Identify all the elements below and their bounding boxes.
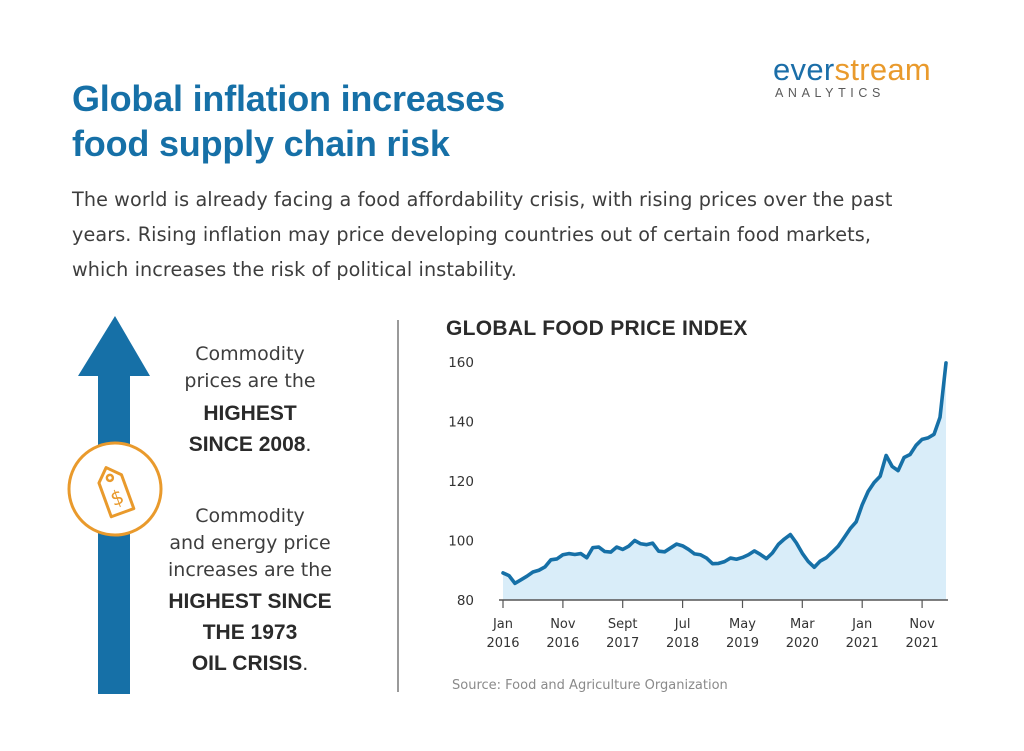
stat1-bold-2: SINCE 2008 xyxy=(188,433,306,456)
x-tick-label-month: May xyxy=(729,617,756,632)
x-tick-label-year: 2021 xyxy=(846,636,879,651)
logo-part-ever: ever xyxy=(773,52,835,87)
stat1-period: . xyxy=(305,433,312,456)
stat2-bold-3: OIL CRISIS xyxy=(191,652,303,675)
y-axis-ticks: 80 100 120 140 160 xyxy=(448,355,474,609)
x-tick-label-year: 2016 xyxy=(486,636,519,651)
stat2-line-2: and energy price xyxy=(169,532,331,554)
x-tick-label-year: 2016 xyxy=(546,636,579,651)
stat1-line-1: Commodity xyxy=(195,343,305,365)
everstream-logo: everstream ANALYTICS xyxy=(773,54,963,100)
stat2-period: . xyxy=(302,652,309,675)
stat1-bold-line: SINCE 2008. xyxy=(150,429,350,460)
y-tick-label: 140 xyxy=(448,415,474,431)
x-tick-label-month: Mar xyxy=(790,617,815,632)
x-tick-label-year: 2018 xyxy=(666,636,699,651)
stat2-line-3: increases are the xyxy=(168,559,332,581)
stat2-bold-2: THE 1973 xyxy=(202,621,298,644)
stat1-line-2: prices are the xyxy=(184,370,316,392)
x-tick-label-month: Jan xyxy=(492,617,513,632)
y-tick-label: 80 xyxy=(457,593,474,609)
x-tick-label-month: Sept xyxy=(608,617,638,632)
vertical-divider xyxy=(397,320,399,692)
logo-part-stream: stream xyxy=(834,52,932,87)
source-note: Source: Food and Agriculture Organizatio… xyxy=(452,678,728,693)
intro-paragraph: The world is already facing a food affor… xyxy=(72,188,893,281)
area-layer xyxy=(501,361,948,600)
y-tick-label: 100 xyxy=(448,534,474,550)
stat-commodity-energy: Commodity and energy price increases are… xyxy=(150,503,350,679)
x-tick-label-month: Nov xyxy=(909,617,935,632)
title-line-2: food supply chain risk xyxy=(72,123,450,164)
x-tick-label-year: 2019 xyxy=(726,636,759,651)
stat2-line-1: Commodity xyxy=(195,505,305,527)
y-tick-label: 120 xyxy=(448,474,474,490)
logo-wordmark: everstream xyxy=(773,54,963,85)
stat2-bold-line: OIL CRISIS. xyxy=(150,648,350,679)
x-tick-label-month: Jul xyxy=(674,617,691,632)
x-tick-label-year: 2017 xyxy=(606,636,639,651)
x-tick-label-year: 2020 xyxy=(786,636,819,651)
food-price-index-chart: 80 100 120 140 160 Jan 2016 Nov 2016 Sept 2017 Jul… xyxy=(448,355,948,651)
x-tick-label-month: Jan xyxy=(851,617,872,632)
x-tick-label-year: 2021 xyxy=(906,636,939,651)
title-line-1: Global inflation increases xyxy=(72,78,505,119)
chart-title: GLOBAL FOOD PRICE INDEX xyxy=(446,317,748,340)
stat1-bold-1: HIGHEST xyxy=(203,402,297,425)
stat2-bold-1: HIGHEST SINCE xyxy=(168,590,332,613)
series-area-fill xyxy=(503,362,946,600)
x-axis-ticks: Jan 2016 Nov 2016 Sept 2017 Jul 2018 May 2019 Mar 2… xyxy=(486,600,939,651)
series-line xyxy=(501,361,948,586)
arrow-head xyxy=(78,316,150,376)
y-tick-label: 160 xyxy=(448,355,474,371)
page-title: Global inflation increases food supply c… xyxy=(72,76,632,166)
dollar-price-tag-icon: $ xyxy=(67,441,163,537)
x-tick-label-month: Nov xyxy=(550,617,576,632)
stat-commodity-prices: Commodity prices are the HIGHEST SINCE 2… xyxy=(150,341,350,460)
logo-subtitle: ANALYTICS xyxy=(775,86,885,100)
